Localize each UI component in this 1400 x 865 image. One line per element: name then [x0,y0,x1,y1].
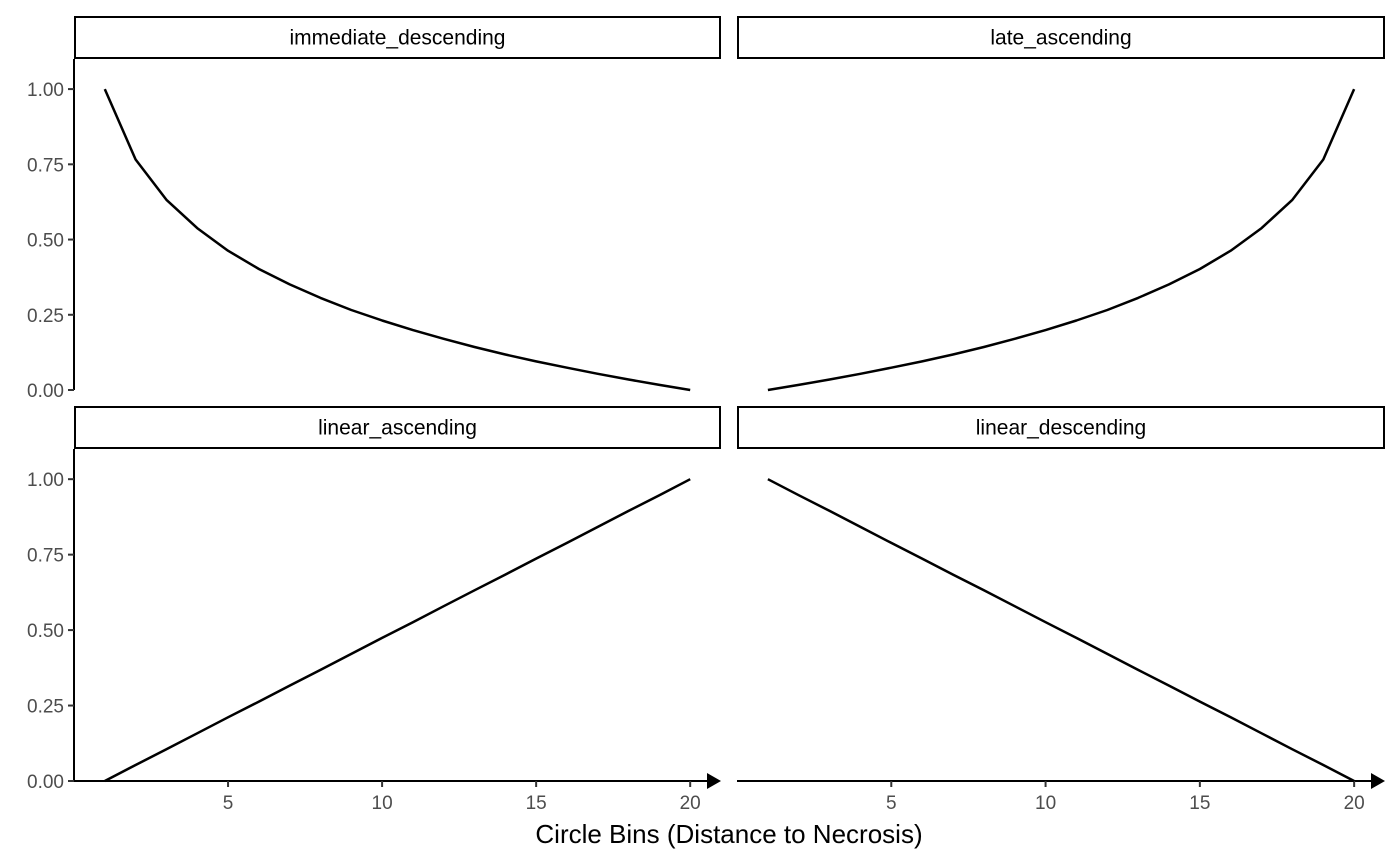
facet-strip-label: linear_ascending [318,417,477,440]
facet-panel-linear_descending: linear_descending 5 10 15 20 [737,406,1385,814]
facet-strip-label: immediate_descending [290,27,506,50]
y-tick-label: 0.75 [27,155,64,176]
x-tick-label: 5 [223,793,234,814]
facet-panel-linear_ascending: linear_ascending 0.00 0.25 0.50 0.75 1.00 5 10 1… [27,406,721,814]
x-axis-arrowhead [707,773,721,789]
facet-panel-late_ascending: late_ascending [737,16,1385,392]
facet-strip [737,16,1385,59]
facet-strip-label: late_ascending [990,27,1131,50]
y-tick-label: 0.25 [27,697,64,718]
series-line-immediate_descending [103,88,691,392]
facet-panel-immediate_descending: immediate_descending 0.00 0.25 0.50 0.75 1.00 [27,16,721,402]
y-tick-label: 0.00 [27,381,64,402]
y-tick-label: 0.75 [27,546,64,567]
x-tick-label: 15 [526,793,547,814]
x-tick-label: 20 [1344,793,1365,814]
y-tick-label: 1.00 [27,470,64,491]
x-tick-label: 20 [680,793,701,814]
facet-strip [737,406,1385,449]
y-tick-label: 1.00 [27,80,64,101]
facet-strip-label: linear_descending [976,417,1146,440]
x-tick-label: 10 [372,793,393,814]
facet-panels: immediate_descending 0.00 0.25 0.50 0.75 1.00… [27,16,1385,814]
y-tick-label: 0.50 [27,621,64,642]
y-tick-label: 0.50 [27,231,64,252]
x-axis-title: Circle Bins (Distance to Necrosis) [535,819,922,849]
x-tick-label: 10 [1035,793,1056,814]
series-line-linear_ascending [104,478,691,783]
x-tick-label: 5 [886,793,897,814]
facet-strip [74,406,721,449]
facet-strip [74,16,721,59]
y-tick-label: 0.25 [27,306,64,327]
series-line-late_ascending [767,88,1356,392]
series-line-linear_descending [767,478,1355,783]
x-axis-arrowhead [1371,773,1385,789]
y-tick-label: 0.00 [27,772,64,793]
x-tick-label: 15 [1189,793,1210,814]
